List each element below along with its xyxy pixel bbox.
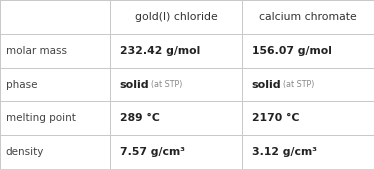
Text: 3.12 g/cm³: 3.12 g/cm³ bbox=[252, 147, 317, 157]
Text: melting point: melting point bbox=[6, 113, 76, 123]
Text: solid: solid bbox=[120, 79, 149, 90]
Text: calcium chromate: calcium chromate bbox=[259, 12, 357, 22]
Text: 232.42 g/mol: 232.42 g/mol bbox=[120, 46, 200, 56]
Text: density: density bbox=[6, 147, 44, 157]
Text: solid: solid bbox=[252, 79, 281, 90]
Text: gold(I) chloride: gold(I) chloride bbox=[135, 12, 218, 22]
Text: (at STP): (at STP) bbox=[151, 80, 183, 89]
Text: phase: phase bbox=[6, 79, 37, 90]
Text: 156.07 g/mol: 156.07 g/mol bbox=[252, 46, 332, 56]
Text: molar mass: molar mass bbox=[6, 46, 67, 56]
Text: (at STP): (at STP) bbox=[283, 80, 315, 89]
Text: 7.57 g/cm³: 7.57 g/cm³ bbox=[120, 147, 185, 157]
Text: 2170 °C: 2170 °C bbox=[252, 113, 299, 123]
Text: 289 °C: 289 °C bbox=[120, 113, 160, 123]
